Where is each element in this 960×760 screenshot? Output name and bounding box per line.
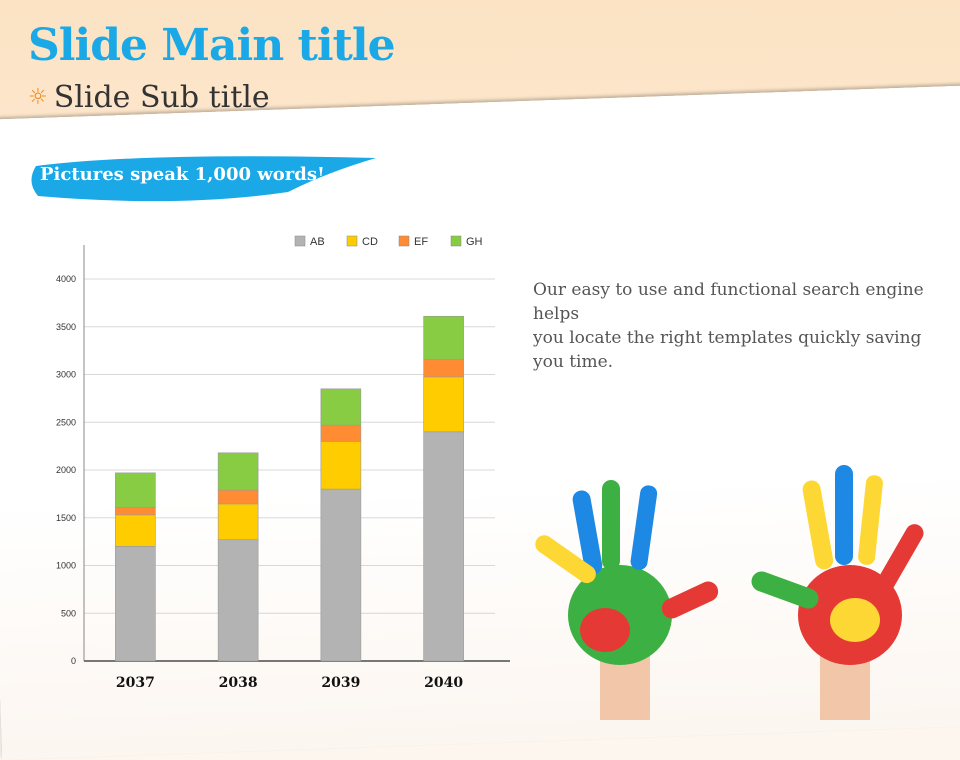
- bar-ab-2037: [115, 546, 156, 662]
- sun-icon: ☼: [28, 85, 48, 110]
- slide-subtitle: ☼ Slide Sub title: [28, 80, 270, 115]
- body-line: you locate the right templates quickly s…: [533, 328, 922, 372]
- y-tick-label: 1000: [56, 561, 76, 571]
- banner-text: Pictures speak 1,000 words!: [40, 164, 325, 185]
- legend-swatch-ef: [398, 235, 410, 247]
- x-tick-label: 2040: [424, 675, 463, 691]
- bar-cd-2040: [423, 376, 464, 433]
- bar-ef-2037: [115, 506, 156, 516]
- brush-stroke: [31, 156, 377, 202]
- stacked-bar-chart: 0 500 1000 1500 2000 2500 3000 3500 4000 2037 2038…: [56, 235, 510, 691]
- bar-ef-2039: [320, 424, 362, 442]
- legend-label: CD: [362, 236, 378, 248]
- y-tick-label: 1500: [56, 513, 76, 523]
- y-tick-label: 2500: [56, 417, 76, 427]
- x-tick-label: 2039: [321, 675, 360, 691]
- legend-swatch-cd: [346, 235, 358, 247]
- y-tick-label: 3000: [56, 370, 76, 380]
- body-text: Our easy to use and functional search en…: [533, 278, 933, 374]
- bar-cd-2038: [217, 503, 259, 541]
- legend-swatch-gh: [450, 235, 462, 247]
- bar-ab-2039: [320, 488, 362, 662]
- legend-swatch-ab: [294, 235, 306, 247]
- bar-cd-2037: [115, 514, 156, 547]
- bar-ef-2038: [217, 489, 259, 505]
- y-tick-label: 500: [61, 608, 76, 618]
- slide-title: Slide Main title: [28, 20, 396, 71]
- y-tick-label: 4000: [56, 274, 76, 284]
- y-tick-label: 0: [71, 656, 76, 666]
- painted-hands-image: [535, 465, 924, 720]
- bar-gh-2038: [217, 452, 259, 491]
- body-line: Our easy to use and functional search en…: [533, 280, 924, 324]
- x-tick-label: 2038: [219, 675, 258, 691]
- legend-label: EF: [414, 236, 428, 248]
- legend-label: GH: [466, 236, 483, 248]
- bar-ab-2040: [423, 431, 464, 662]
- x-tick-label: 2037: [116, 675, 155, 691]
- bar-cd-2039: [320, 441, 362, 490]
- bar-gh-2040: [423, 315, 464, 360]
- bar-gh-2039: [320, 388, 362, 426]
- legend-label: AB: [310, 236, 325, 248]
- y-tick-label: 3500: [56, 322, 76, 332]
- bar-ef-2040: [423, 358, 464, 378]
- subtitle-text: Slide Sub title: [53, 80, 270, 115]
- bar-ab-2038: [217, 539, 259, 662]
- y-tick-label: 2000: [56, 465, 76, 475]
- bar-gh-2037: [115, 472, 156, 508]
